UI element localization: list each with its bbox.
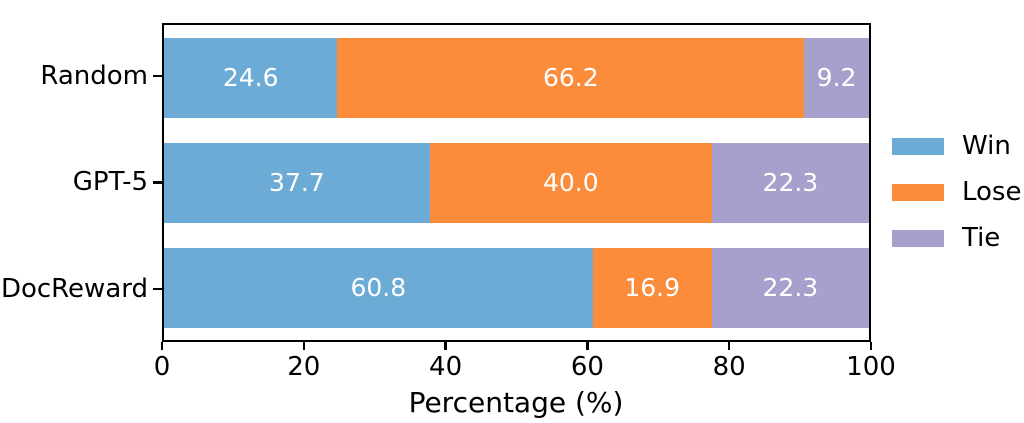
bar-segment-win-gpt-5: 37.7 <box>164 142 430 223</box>
y-tick-mark-gpt-5 <box>153 181 162 184</box>
x-tick-mark-100 <box>869 342 873 350</box>
x-tick-label-100: 100 <box>846 352 896 382</box>
y-tick-mark-random <box>153 74 162 78</box>
bar-row-random: 24.6 66.2 9.2 <box>164 25 869 130</box>
bar-segment-win-random: 24.6 <box>164 37 338 118</box>
bar-segment-tie-docreward: 22.3 <box>711 247 869 328</box>
legend: Win Lose Tie <box>892 133 1021 271</box>
y-tick-label-random: Random <box>40 61 148 92</box>
y-category-row-docreward: DocReward <box>0 236 148 342</box>
bar-value-label: 40.0 <box>542 168 599 197</box>
legend-swatch-tie <box>892 229 944 247</box>
x-tick-label-60: 60 <box>570 352 604 382</box>
stacked-bar-docreward: 60.8 16.9 22.3 <box>164 247 869 328</box>
y-tick-label-docreward: DocReward <box>0 273 148 304</box>
legend-item-win: Win <box>892 133 1021 159</box>
bar-value-label: 22.3 <box>762 273 819 302</box>
bar-segment-lose-docreward: 16.9 <box>592 247 712 328</box>
legend-label-lose: Lose <box>962 177 1022 207</box>
legend-label-tie: Tie <box>962 223 1001 253</box>
bar-segment-lose-random: 66.2 <box>337 37 805 118</box>
y-category-row-random: Random <box>0 23 148 129</box>
legend-label-win: Win <box>962 131 1011 161</box>
bar-value-label: 16.9 <box>624 273 681 302</box>
bar-value-label: 60.8 <box>350 273 407 302</box>
bar-segment-lose-gpt-5: 40.0 <box>429 142 712 223</box>
bar-row-gpt-5: 37.7 40.0 22.3 <box>164 130 869 235</box>
bar-segment-tie-gpt-5: 22.3 <box>711 142 869 223</box>
bar-row-docreward: 60.8 16.9 22.3 <box>164 235 869 340</box>
bar-segment-tie-random: 9.2 <box>804 37 869 118</box>
stacked-bar-random: 24.6 66.2 9.2 <box>164 37 869 118</box>
x-tick-mark-40 <box>444 342 447 350</box>
plot-area: 24.6 66.2 9.2 37.7 40.0 22.3 60.8 16.9 22.3 <box>162 23 871 342</box>
x-tick-mark-80 <box>727 342 731 350</box>
x-tick-mark-60 <box>586 342 589 350</box>
y-tick-label-gpt-5: GPT-5 <box>72 167 148 198</box>
x-axis-label: Percentage (%) <box>408 386 624 419</box>
legend-item-tie: Tie <box>892 225 1021 251</box>
x-tick-mark-20 <box>302 342 306 350</box>
legend-swatch-lose <box>892 183 944 201</box>
bar-segment-win-docreward: 60.8 <box>164 247 593 328</box>
x-tick-label-0: 0 <box>153 352 171 382</box>
x-tick-label-20: 20 <box>287 352 321 382</box>
y-axis-category-labels: Random GPT-5 DocReward <box>0 23 148 342</box>
stacked-bar-gpt-5: 37.7 40.0 22.3 <box>164 142 869 223</box>
bar-value-label: 9.2 <box>816 63 857 92</box>
bar-value-label: 37.7 <box>269 168 325 197</box>
x-tick-mark-0 <box>160 342 164 350</box>
bar-value-label: 24.6 <box>222 63 279 92</box>
bar-value-label: 22.3 <box>762 168 819 197</box>
bar-value-label: 66.2 <box>542 63 599 92</box>
legend-swatch-win <box>892 137 944 155</box>
x-tick-label-40: 40 <box>429 352 463 382</box>
legend-item-lose: Lose <box>892 179 1021 205</box>
x-tick-label-80: 80 <box>712 352 746 382</box>
y-category-row-gpt-5: GPT-5 <box>0 129 148 235</box>
y-tick-mark-docreward <box>153 287 162 291</box>
